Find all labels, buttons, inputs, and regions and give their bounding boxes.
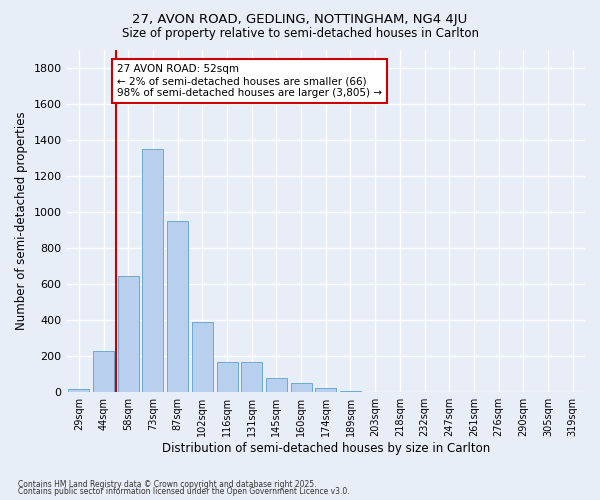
Text: Contains public sector information licensed under the Open Government Licence v3: Contains public sector information licen… [18,487,350,496]
Bar [118,276,139,392]
Bar [93,351,114,392]
Bar [266,378,287,392]
Text: Size of property relative to semi-detached houses in Carlton: Size of property relative to semi-detach… [121,28,479,40]
Bar [290,383,311,392]
Bar [68,388,89,392]
Bar [217,362,238,392]
Bar [192,322,213,392]
Bar [142,149,163,392]
Bar [167,221,188,392]
Text: 27, AVON ROAD, GEDLING, NOTTINGHAM, NG4 4JU: 27, AVON ROAD, GEDLING, NOTTINGHAM, NG4 … [133,12,467,26]
Text: 27 AVON ROAD: 52sqm
← 2% of semi-detached houses are smaller (66)
98% of semi-de: 27 AVON ROAD: 52sqm ← 2% of semi-detache… [117,64,382,98]
Bar [241,362,262,392]
X-axis label: Distribution of semi-detached houses by size in Carlton: Distribution of semi-detached houses by … [161,442,490,455]
Bar [315,388,336,392]
Text: Contains HM Land Registry data © Crown copyright and database right 2025.: Contains HM Land Registry data © Crown c… [18,480,317,489]
Y-axis label: Number of semi-detached properties: Number of semi-detached properties [15,112,28,330]
